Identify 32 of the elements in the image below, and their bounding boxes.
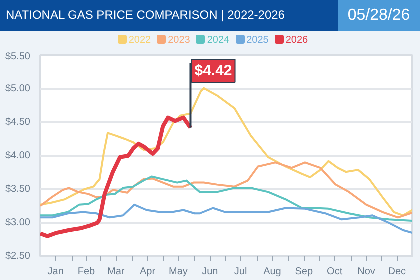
- y-tick-label: $3.00: [5, 218, 31, 228]
- y-tick-label: $4.50: [5, 117, 31, 128]
- chart-subtitle: 05/28/26: [338, 0, 420, 31]
- line-series: [40, 204, 412, 234]
- legend-label: 2025: [246, 35, 269, 46]
- x-tick-label: Sep: [295, 266, 314, 278]
- y-tick-label: $2.50: [5, 251, 31, 262]
- y-tick-label: $4.00: [5, 150, 31, 162]
- x-tick-label: Dec: [388, 266, 406, 278]
- x-tick-label: Apr: [140, 266, 156, 278]
- legend-label: 2026: [286, 35, 308, 46]
- x-tick-label: Mar: [108, 266, 126, 278]
- x-tick-label: Nov: [358, 266, 376, 278]
- legend-label: 2022: [128, 35, 152, 46]
- line-series: [40, 116, 193, 238]
- y-tick-label: $5.00: [5, 84, 31, 94]
- x-tick-label: Jun: [202, 266, 218, 278]
- x-tick-label: Oct: [327, 266, 343, 278]
- x-tick-label: Feb: [78, 266, 96, 278]
- x-tick-label: Jul: [234, 266, 248, 278]
- y-tick-label: $3.50: [5, 184, 31, 195]
- line-series: [40, 176, 412, 222]
- x-tick-label: May: [169, 266, 188, 278]
- chart-title: NATIONAL GAS PRICE COMPARISON | 2022-2026: [0, 0, 338, 31]
- line-series: [40, 162, 412, 219]
- legend-label: 2023: [168, 35, 190, 46]
- x-tick-label: Jan: [48, 266, 64, 278]
- y-tick-label: $5.50: [5, 52, 31, 62]
- line-series: [40, 87, 412, 217]
- x-tick-label: Aug: [264, 266, 282, 278]
- legend-label: 2024: [207, 35, 230, 46]
- annotation: $4.42: [194, 62, 232, 80]
